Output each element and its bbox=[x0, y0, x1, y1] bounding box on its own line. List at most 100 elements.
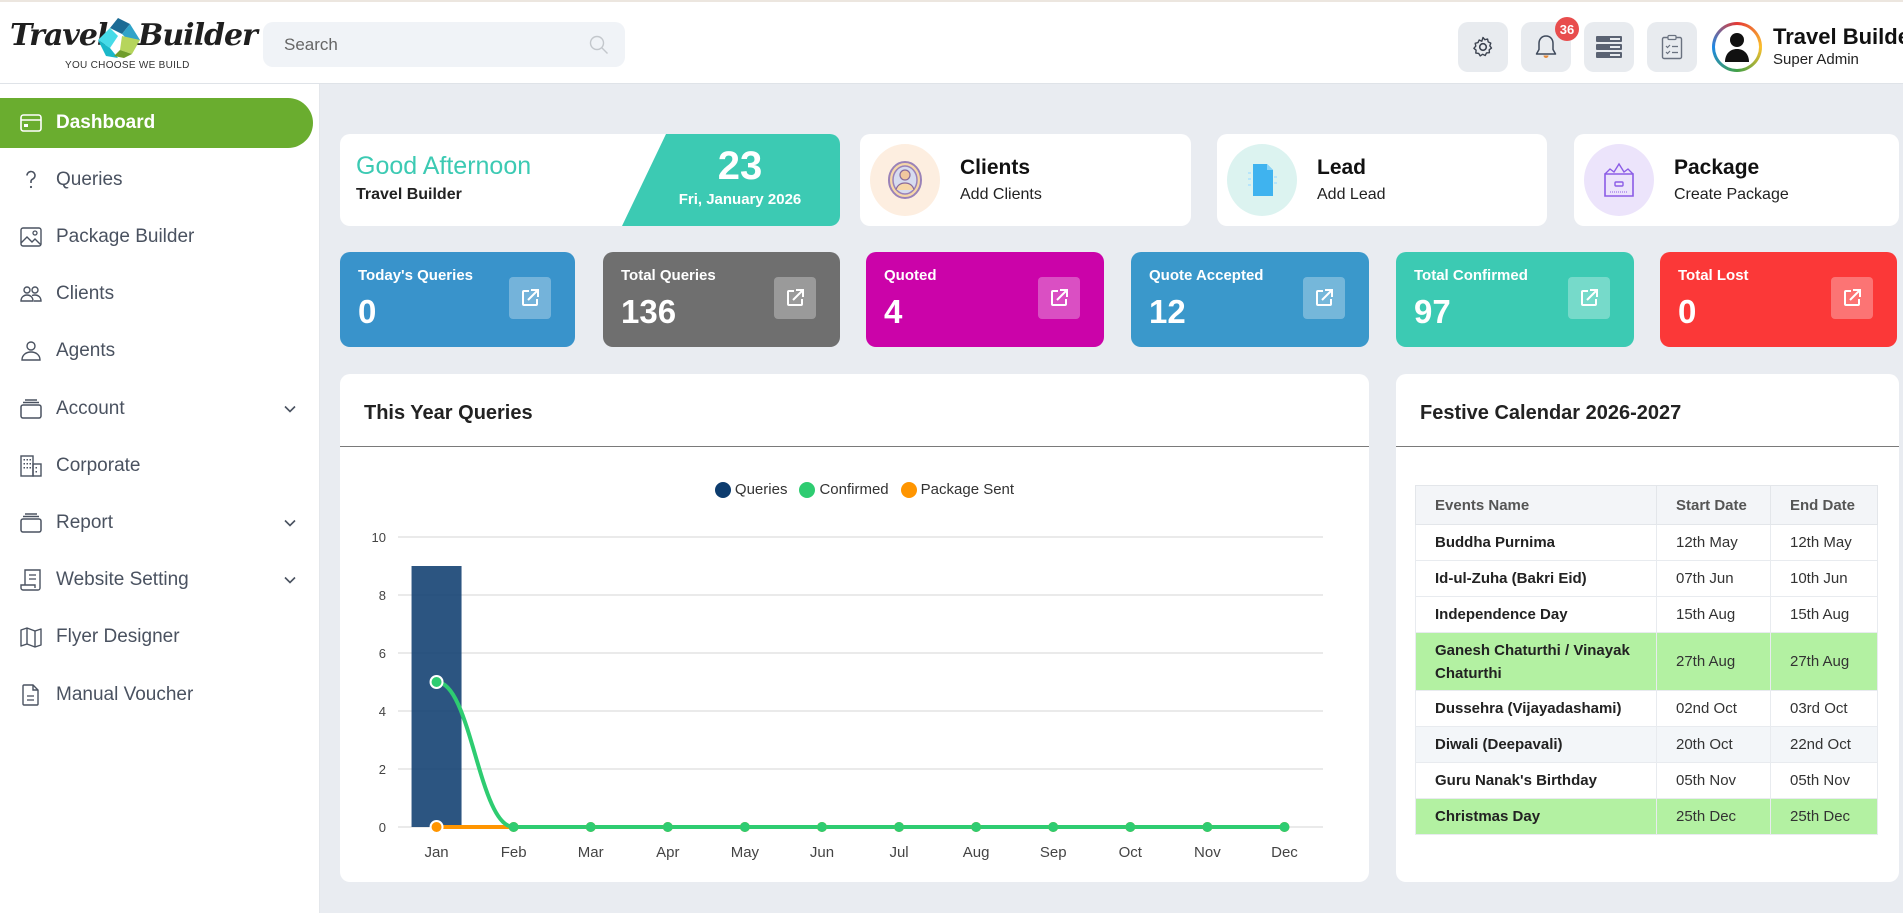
search-box bbox=[263, 22, 625, 67]
sidebar-item-website-setting[interactable]: Website Setting bbox=[0, 555, 313, 605]
table-row: Buddha Purnima 12th May 12th May bbox=[1415, 524, 1878, 561]
stat-card-total-queries[interactable]: Total Queries 136 bbox=[603, 252, 840, 347]
stat-card-total-lost[interactable]: Total Lost 0 bbox=[1660, 252, 1897, 347]
queries-chart: 0 2 4 6 8 10 Jan Feb Mar Apr May Jun Jul Aug Sep Oct Nov… bbox=[372, 530, 1323, 861]
greeting-title: Good Afternoon bbox=[356, 152, 532, 180]
user-silhouette-icon bbox=[1725, 33, 1749, 62]
start-date-cell: 12th May bbox=[1656, 524, 1771, 561]
start-date-cell: 15th Aug bbox=[1656, 596, 1771, 633]
start-date-cell: 25th Dec bbox=[1656, 798, 1771, 835]
question-icon bbox=[26, 170, 36, 189]
column-header-end: End Date bbox=[1770, 485, 1878, 525]
logo-mark-icon bbox=[98, 18, 140, 58]
point-package-sent bbox=[429, 820, 444, 834]
legend-label: Confirmed bbox=[819, 481, 889, 498]
sidebar-item-package-builder[interactable]: Package Builder bbox=[0, 212, 313, 262]
event-name-cell: Independence Day bbox=[1415, 596, 1657, 633]
notifications-button[interactable]: 36 bbox=[1521, 17, 1579, 72]
sidebar-item-label: Package Builder bbox=[56, 226, 195, 247]
user-role: Super Admin bbox=[1773, 51, 1859, 68]
stat-card-total-confirmed[interactable]: Total Confirmed 97 bbox=[1396, 252, 1634, 347]
logo-tagline: YOU CHOOSE WE BUILD bbox=[65, 60, 190, 71]
sidebar-item-label: Clients bbox=[56, 283, 115, 304]
festive-title: Festive Calendar 2026-2027 bbox=[1420, 402, 1682, 424]
sidebar-item-agents[interactable]: Agents bbox=[0, 326, 313, 376]
chevron-down-icon[interactable] bbox=[283, 516, 297, 530]
legend-item-queries[interactable]: Queries bbox=[714, 481, 787, 498]
open-link-button[interactable] bbox=[509, 277, 551, 319]
this-year-queries-card: This Year Queries Queries Confirmed Pack… bbox=[340, 374, 1369, 882]
festive-calendar-card: Festive Calendar 2026-2027 Events Name S… bbox=[1396, 374, 1899, 882]
end-date-cell: 15th Aug bbox=[1770, 596, 1878, 633]
logo-text-builder: Builder bbox=[138, 18, 258, 53]
settings-button[interactable] bbox=[1458, 22, 1508, 72]
sidebar-item-queries[interactable]: Queries bbox=[0, 155, 313, 205]
point-confirmed bbox=[1279, 822, 1290, 832]
point-confirmed bbox=[1048, 822, 1059, 832]
chevron-down-icon[interactable] bbox=[283, 573, 297, 587]
tasks-button[interactable] bbox=[1647, 22, 1697, 72]
logo[interactable]: Travel Builder YOU CHOOSE WE BUILD bbox=[10, 16, 258, 74]
stat-label: Quote Accepted bbox=[1149, 267, 1264, 284]
open-link-button[interactable] bbox=[1568, 277, 1610, 319]
gear-icon bbox=[1473, 36, 1493, 57]
quick-action-title: Clients bbox=[960, 156, 1031, 179]
chart-legend: Queries Confirmed Package Sent bbox=[340, 481, 1369, 498]
y-tick-label: 2 bbox=[379, 762, 386, 777]
y-tick-label: 8 bbox=[379, 588, 386, 603]
quick-action-lead[interactable]: Lead Add Lead bbox=[1217, 134, 1547, 226]
table-row: Ganesh Chaturthi / Vinayak Chaturthi 27th… bbox=[1415, 632, 1878, 691]
avatar[interactable] bbox=[1712, 22, 1762, 72]
client-avatar-icon bbox=[888, 161, 922, 199]
event-name-cell: Ganesh Chaturthi / Vinayak Chaturthi bbox=[1415, 632, 1657, 691]
sidebar-item-manual-voucher[interactable]: Manual Voucher bbox=[0, 670, 313, 720]
sidebar-item-account[interactable]: Account bbox=[0, 384, 313, 434]
sidebar-item-label: Dashboard bbox=[56, 112, 156, 133]
quick-action-subtitle: Create Package bbox=[1674, 186, 1789, 203]
start-date-cell: 27th Aug bbox=[1656, 632, 1771, 691]
legend-item-confirmed[interactable]: Confirmed bbox=[799, 481, 889, 498]
x-tick-label: Jan bbox=[424, 844, 448, 861]
sidebar-item-label: Report bbox=[56, 512, 114, 533]
sidebar-item-dashboard[interactable]: Dashboard bbox=[0, 98, 313, 148]
quick-action-clients[interactable]: Clients Add Clients bbox=[860, 134, 1191, 226]
sidebar-item-corporate[interactable]: Corporate bbox=[0, 441, 313, 491]
x-tick-label: Jun bbox=[810, 844, 834, 861]
stat-label: Total Queries bbox=[621, 267, 716, 284]
open-link-button[interactable] bbox=[1303, 277, 1345, 319]
greeting-card: Good Afternoon Travel Builder 23 Fri, Ja… bbox=[340, 134, 840, 226]
sidebar-item-flyer-designer[interactable]: Flyer Designer bbox=[0, 612, 313, 662]
server-button[interactable] bbox=[1584, 22, 1634, 72]
stat-value: 0 bbox=[1678, 293, 1697, 330]
stack-icon bbox=[20, 513, 42, 533]
user-name[interactable]: Travel Builder bbox=[1773, 24, 1903, 49]
stat-card-quoted[interactable]: Quoted 4 bbox=[866, 252, 1104, 347]
end-date-cell: 27th Aug bbox=[1770, 632, 1878, 691]
open-link-button[interactable] bbox=[774, 277, 816, 319]
external-link-icon bbox=[1581, 289, 1598, 306]
stat-card-todays-queries[interactable]: Today's Queries 0 bbox=[340, 252, 575, 347]
building-icon bbox=[20, 455, 42, 477]
stat-card-quote-accepted[interactable]: Quote Accepted 12 bbox=[1131, 252, 1369, 347]
x-tick-label: Aug bbox=[963, 844, 990, 861]
date-string: Fri, January 2026 bbox=[678, 191, 802, 208]
x-tick-label: Dec bbox=[1271, 844, 1298, 861]
x-tick-label: May bbox=[731, 844, 760, 861]
search-icon[interactable] bbox=[589, 35, 609, 55]
sidebar-item-clients[interactable]: Clients bbox=[0, 269, 313, 319]
open-link-button[interactable] bbox=[1831, 277, 1873, 319]
sidebar-item-report[interactable]: Report bbox=[0, 498, 313, 548]
x-tick-label: Jul bbox=[889, 844, 908, 861]
x-tick-label: Apr bbox=[656, 844, 679, 861]
point-confirmed bbox=[429, 675, 444, 689]
search-input[interactable] bbox=[263, 22, 625, 67]
end-date-cell: 25th Dec bbox=[1770, 798, 1878, 835]
clients-icon-circle bbox=[870, 144, 940, 216]
event-name-cell: Guru Nanak's Birthday bbox=[1415, 762, 1657, 799]
stat-value: 136 bbox=[621, 293, 677, 330]
quick-action-package[interactable]: Package Create Package bbox=[1574, 134, 1899, 226]
chevron-down-icon[interactable] bbox=[283, 402, 297, 416]
legend-item-package-sent[interactable]: Package Sent bbox=[900, 481, 1014, 498]
stat-label: Quoted bbox=[884, 267, 937, 284]
open-link-button[interactable] bbox=[1038, 277, 1080, 319]
